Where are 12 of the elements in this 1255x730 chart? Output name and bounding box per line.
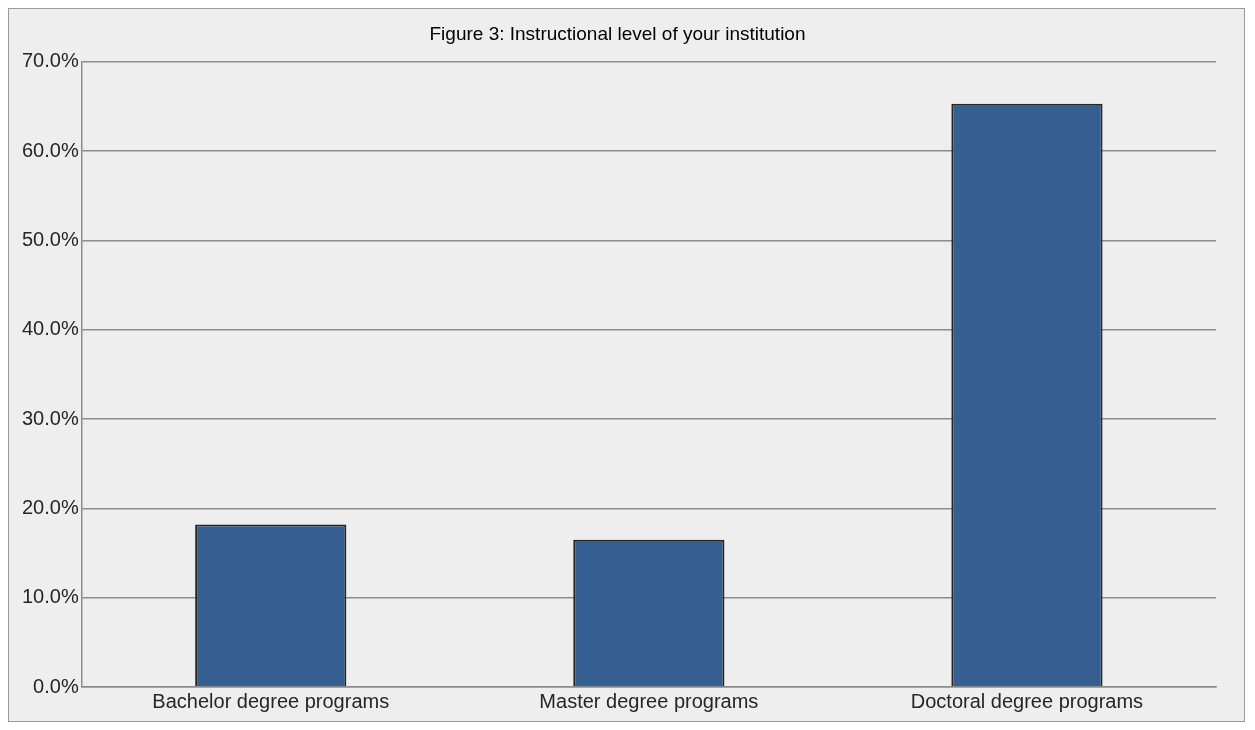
chart-title: Figure 3: Instructional level of your institution <box>429 22 806 44</box>
x-tick-label: Master degree programs <box>539 689 759 712</box>
x-tick-label: Bachelor degree programs <box>152 689 390 712</box>
y-tick-label: 60.0% <box>21 138 79 161</box>
y-tick-label: 70.0% <box>21 49 79 72</box>
y-tick-label: 30.0% <box>21 406 79 429</box>
y-tick-label: 10.0% <box>21 585 79 608</box>
y-tick-label: 40.0% <box>21 317 79 340</box>
y-tick-label: 0.0% <box>33 674 79 697</box>
y-tick-label: 50.0% <box>21 227 79 250</box>
x-tick-label: Doctoral degree programs <box>910 689 1144 712</box>
y-tick-label: 20.0% <box>21 495 79 518</box>
